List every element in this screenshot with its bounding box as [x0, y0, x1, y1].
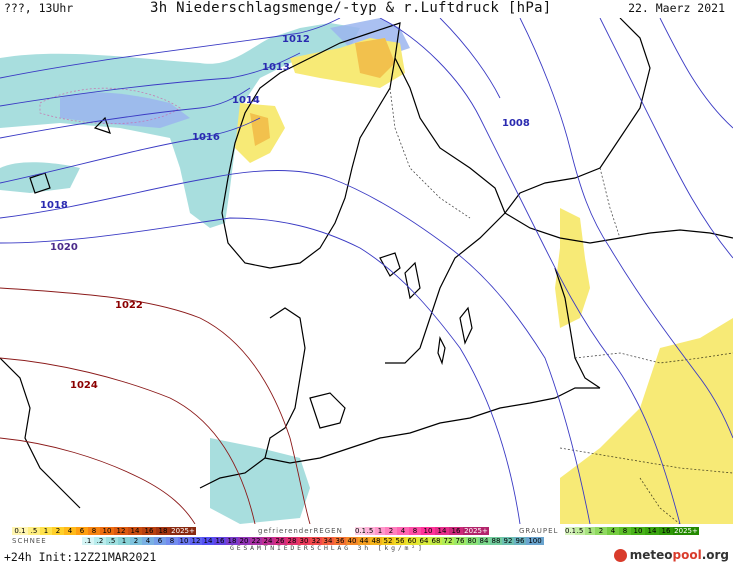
- isobar-label: 1016: [192, 132, 220, 143]
- logo-icon: [613, 548, 627, 562]
- isobar-lines-high: [0, 287, 311, 524]
- legend-total-title: GESAMTNIEDERSCHLAG 3h [kg/m²]: [230, 544, 425, 552]
- legend-rain-bar: 0.1 .5 1 2 4 6 8 10 12 14 16 18 2025+: [12, 527, 196, 535]
- brand-part-c: .org: [701, 548, 729, 562]
- isobar-label: 1022: [115, 300, 143, 311]
- brand-logo: meteo pool .org: [613, 548, 729, 562]
- map-title: 3h Niederschlagsmenge/-typ & r.Luftdruck…: [150, 0, 552, 16]
- weather-map: 1008 1013 1014 1016 1018 1020 1022 1024 …: [0, 18, 733, 524]
- isobar-label: 1018: [40, 200, 68, 211]
- legend-snow-title: SCHNEE: [12, 537, 47, 545]
- run-info: +24h Init:12Z21MAR2021: [4, 550, 157, 564]
- rain-heavier-area: [250, 38, 395, 146]
- isobar-lines: [0, 18, 733, 524]
- header-bar: ???, 13Uhr 3h Niederschlagsmenge/-typ & …: [0, 0, 733, 18]
- isobar-label: 1020: [50, 242, 78, 253]
- brand-part-b: pool: [672, 548, 702, 562]
- isobar-label-top: 1012: [282, 34, 310, 45]
- legend-total-bar: .1 .2 .5 1 2 4 6 8 10 12 14 16 18 20 22 …: [82, 537, 544, 545]
- isobar-label: 1013: [262, 62, 290, 73]
- rain-precip-area: [235, 38, 733, 524]
- snow-precip-area: [0, 23, 360, 524]
- legend-graupel-title: GRAUPEL: [519, 527, 559, 535]
- country-borders: [389, 87, 733, 524]
- precip-legend: 0.1 .5 1 2 4 6 8 10 12 14 16 18 2025+ ge…: [0, 524, 733, 566]
- brand-part-a: meteo: [629, 548, 673, 562]
- isobar-label: 1024: [70, 380, 98, 391]
- legend-freezing-rain-bar: 0.1 .5 1 2 4 8 10 14 16 2025+: [355, 527, 489, 535]
- legend-freezing-rain-title: gefrierenderREGEN: [258, 527, 343, 535]
- isobar-label: 1008: [502, 118, 530, 129]
- map-date: 22. Maerz 2021: [628, 1, 725, 15]
- isobar-label: 1014: [232, 95, 260, 106]
- legend-graupel-bar: 0.1 .5 1 2 4 8 10 14 16 2025+: [565, 527, 699, 535]
- forecast-time: ???, 13Uhr: [4, 1, 74, 15]
